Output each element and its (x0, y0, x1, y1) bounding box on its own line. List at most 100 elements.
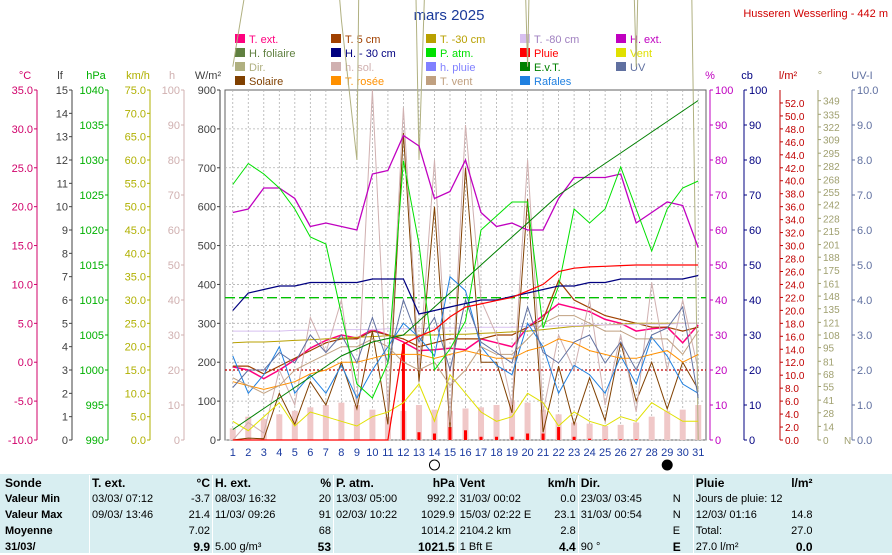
x-tick-label: 19 (506, 447, 518, 459)
axis-tick-label: 40 (749, 295, 761, 307)
legend-label: h. pluie (440, 62, 475, 74)
axis-tick-label: 50 (715, 260, 727, 272)
axis-tick-label: 8 (62, 248, 68, 260)
legend-label: P. atm. (440, 48, 473, 60)
v-val: 0.0 (560, 493, 576, 505)
pl-val (785, 491, 815, 507)
v-val: 2.8 (560, 525, 576, 537)
axis-tick-label: 34.0 (785, 216, 805, 227)
x-tick-label: 24 (584, 447, 596, 459)
t-date (89, 523, 172, 539)
axis-tick-label: 65.0 (125, 132, 146, 144)
humidity-bar (664, 410, 671, 440)
legend-swatch (426, 48, 436, 57)
col-dir-unit (671, 475, 694, 491)
col-vent: Vent (456, 475, 546, 491)
axis-tick-label: 148 (823, 292, 840, 303)
x-tick-label: 30 (677, 447, 689, 459)
legend-swatch (520, 34, 530, 43)
axis-tick-label: 1025 (80, 190, 104, 202)
axis-tick-label: 7.0 (857, 190, 872, 202)
axis-tick-label: 36.0 (785, 203, 805, 214)
summary-row-mean: Moyenne 7.02 68 1014.2 2104.2 km 2.8 E T… (3, 523, 815, 539)
axis-tick-label: 13 (56, 132, 68, 144)
axis-tick-label: 1040 (80, 85, 104, 97)
x-tick-label: 8 (338, 447, 344, 459)
legend-label: T. -30 cm (440, 34, 485, 46)
axis-tick-label: 30.0 (125, 295, 146, 307)
x-tick-label: 28 (646, 447, 658, 459)
axis-tick-label: 55.0 (125, 178, 146, 190)
legend: T. ext. T. 5 cm T. -30 cm T. -80 cm H. ext. H… (235, 34, 662, 88)
series-line (232, 275, 699, 400)
axis-tick-label: 20.0 (785, 306, 805, 317)
axis-tick-label: 48.0 (785, 125, 805, 136)
axis-tick-label: 40.0 (785, 177, 805, 188)
d-date: 23/03/ 03:45 (577, 491, 671, 507)
axis-tick-label: 50.0 (785, 112, 805, 123)
p-val: 992.2 (427, 493, 455, 505)
d-date (577, 523, 671, 539)
axis-tick-label: 30.0 (785, 242, 805, 253)
axis-tick-label: 215 (823, 227, 840, 238)
axis-tick-label: 3 (62, 365, 68, 377)
new-moon-icon (428, 459, 440, 471)
humidity-bar (586, 423, 593, 440)
t-date: 09/03/ 13:46 (89, 507, 172, 523)
legend-label: T. -80 cm (534, 34, 579, 46)
legend-swatch (331, 48, 341, 57)
pl-text: 12/03/ 01:16 (692, 507, 785, 523)
humidity-bar (524, 402, 531, 440)
d-date: 90 ° (577, 539, 671, 555)
humidity-bar (353, 405, 360, 440)
axis-tick-label: 70.0 (125, 108, 146, 120)
axis-tick-label: 300 (198, 318, 216, 330)
axis-tick-label: 7 (62, 272, 68, 284)
d-date: 31/03/ 00:54 (577, 507, 671, 523)
axis-tick-label: 349 (823, 97, 840, 108)
axis-tick-label: 38.0 (785, 190, 805, 201)
rain-bar (526, 433, 530, 440)
axis-tick-label: 161 (823, 279, 840, 290)
axis-tick-label: 0 (62, 435, 68, 447)
axis-tick-label: 800 (198, 124, 216, 136)
x-tick-label: 26 (615, 447, 627, 459)
axis-tick-label: 25.0 (125, 318, 146, 330)
axis-tick-label: 22.0 (785, 293, 805, 304)
humidity-bar (571, 422, 578, 440)
axis-tick-label: 1030 (80, 155, 104, 167)
legend-label: Dir. (249, 62, 266, 74)
v-date: 2104.2 km (456, 523, 546, 539)
axis-tick-label: 24.0 (785, 280, 805, 291)
h-val: 68 (318, 525, 331, 537)
axis-tick-label: 3.0 (857, 330, 872, 342)
p-date (333, 523, 416, 539)
p-val: 1014.2 (421, 525, 455, 537)
axis-tick-label: 10.0 (785, 371, 805, 382)
axis-unit-label: °C (19, 70, 31, 82)
axis-tick-label: 20.0 (12, 202, 33, 214)
legend-swatch (331, 76, 341, 85)
axis-tick-label: 188 (823, 253, 840, 264)
legend-swatch (235, 62, 245, 71)
plot-area (225, 0, 706, 471)
axis-tick-label: 228 (823, 214, 840, 225)
axis-tick-label: 60 (749, 225, 761, 237)
axis-tick-label: 90 (749, 120, 761, 132)
axis-tick-label: 25.0 (12, 163, 33, 175)
axis-tick-label: 990 (86, 435, 104, 447)
station-label: Husseren Wesserling - 442 m (743, 8, 888, 20)
axis-tick-label: 700 (198, 163, 216, 175)
axis-tick-label: 40 (715, 295, 727, 307)
series-line (232, 160, 699, 399)
axis-tick-label: 55 (823, 383, 835, 394)
h-date: 5.00 g/m³ (212, 539, 301, 555)
axis-tick-label: 80 (715, 155, 727, 167)
humidity-bar (260, 419, 267, 440)
axis-tick-label: 0 (823, 436, 829, 447)
d-val: N (672, 509, 681, 521)
axis-tick-label: 60 (715, 225, 727, 237)
d-val: E (672, 525, 681, 537)
x-tick-label: 17 (475, 447, 487, 459)
rain-bar (495, 436, 499, 440)
